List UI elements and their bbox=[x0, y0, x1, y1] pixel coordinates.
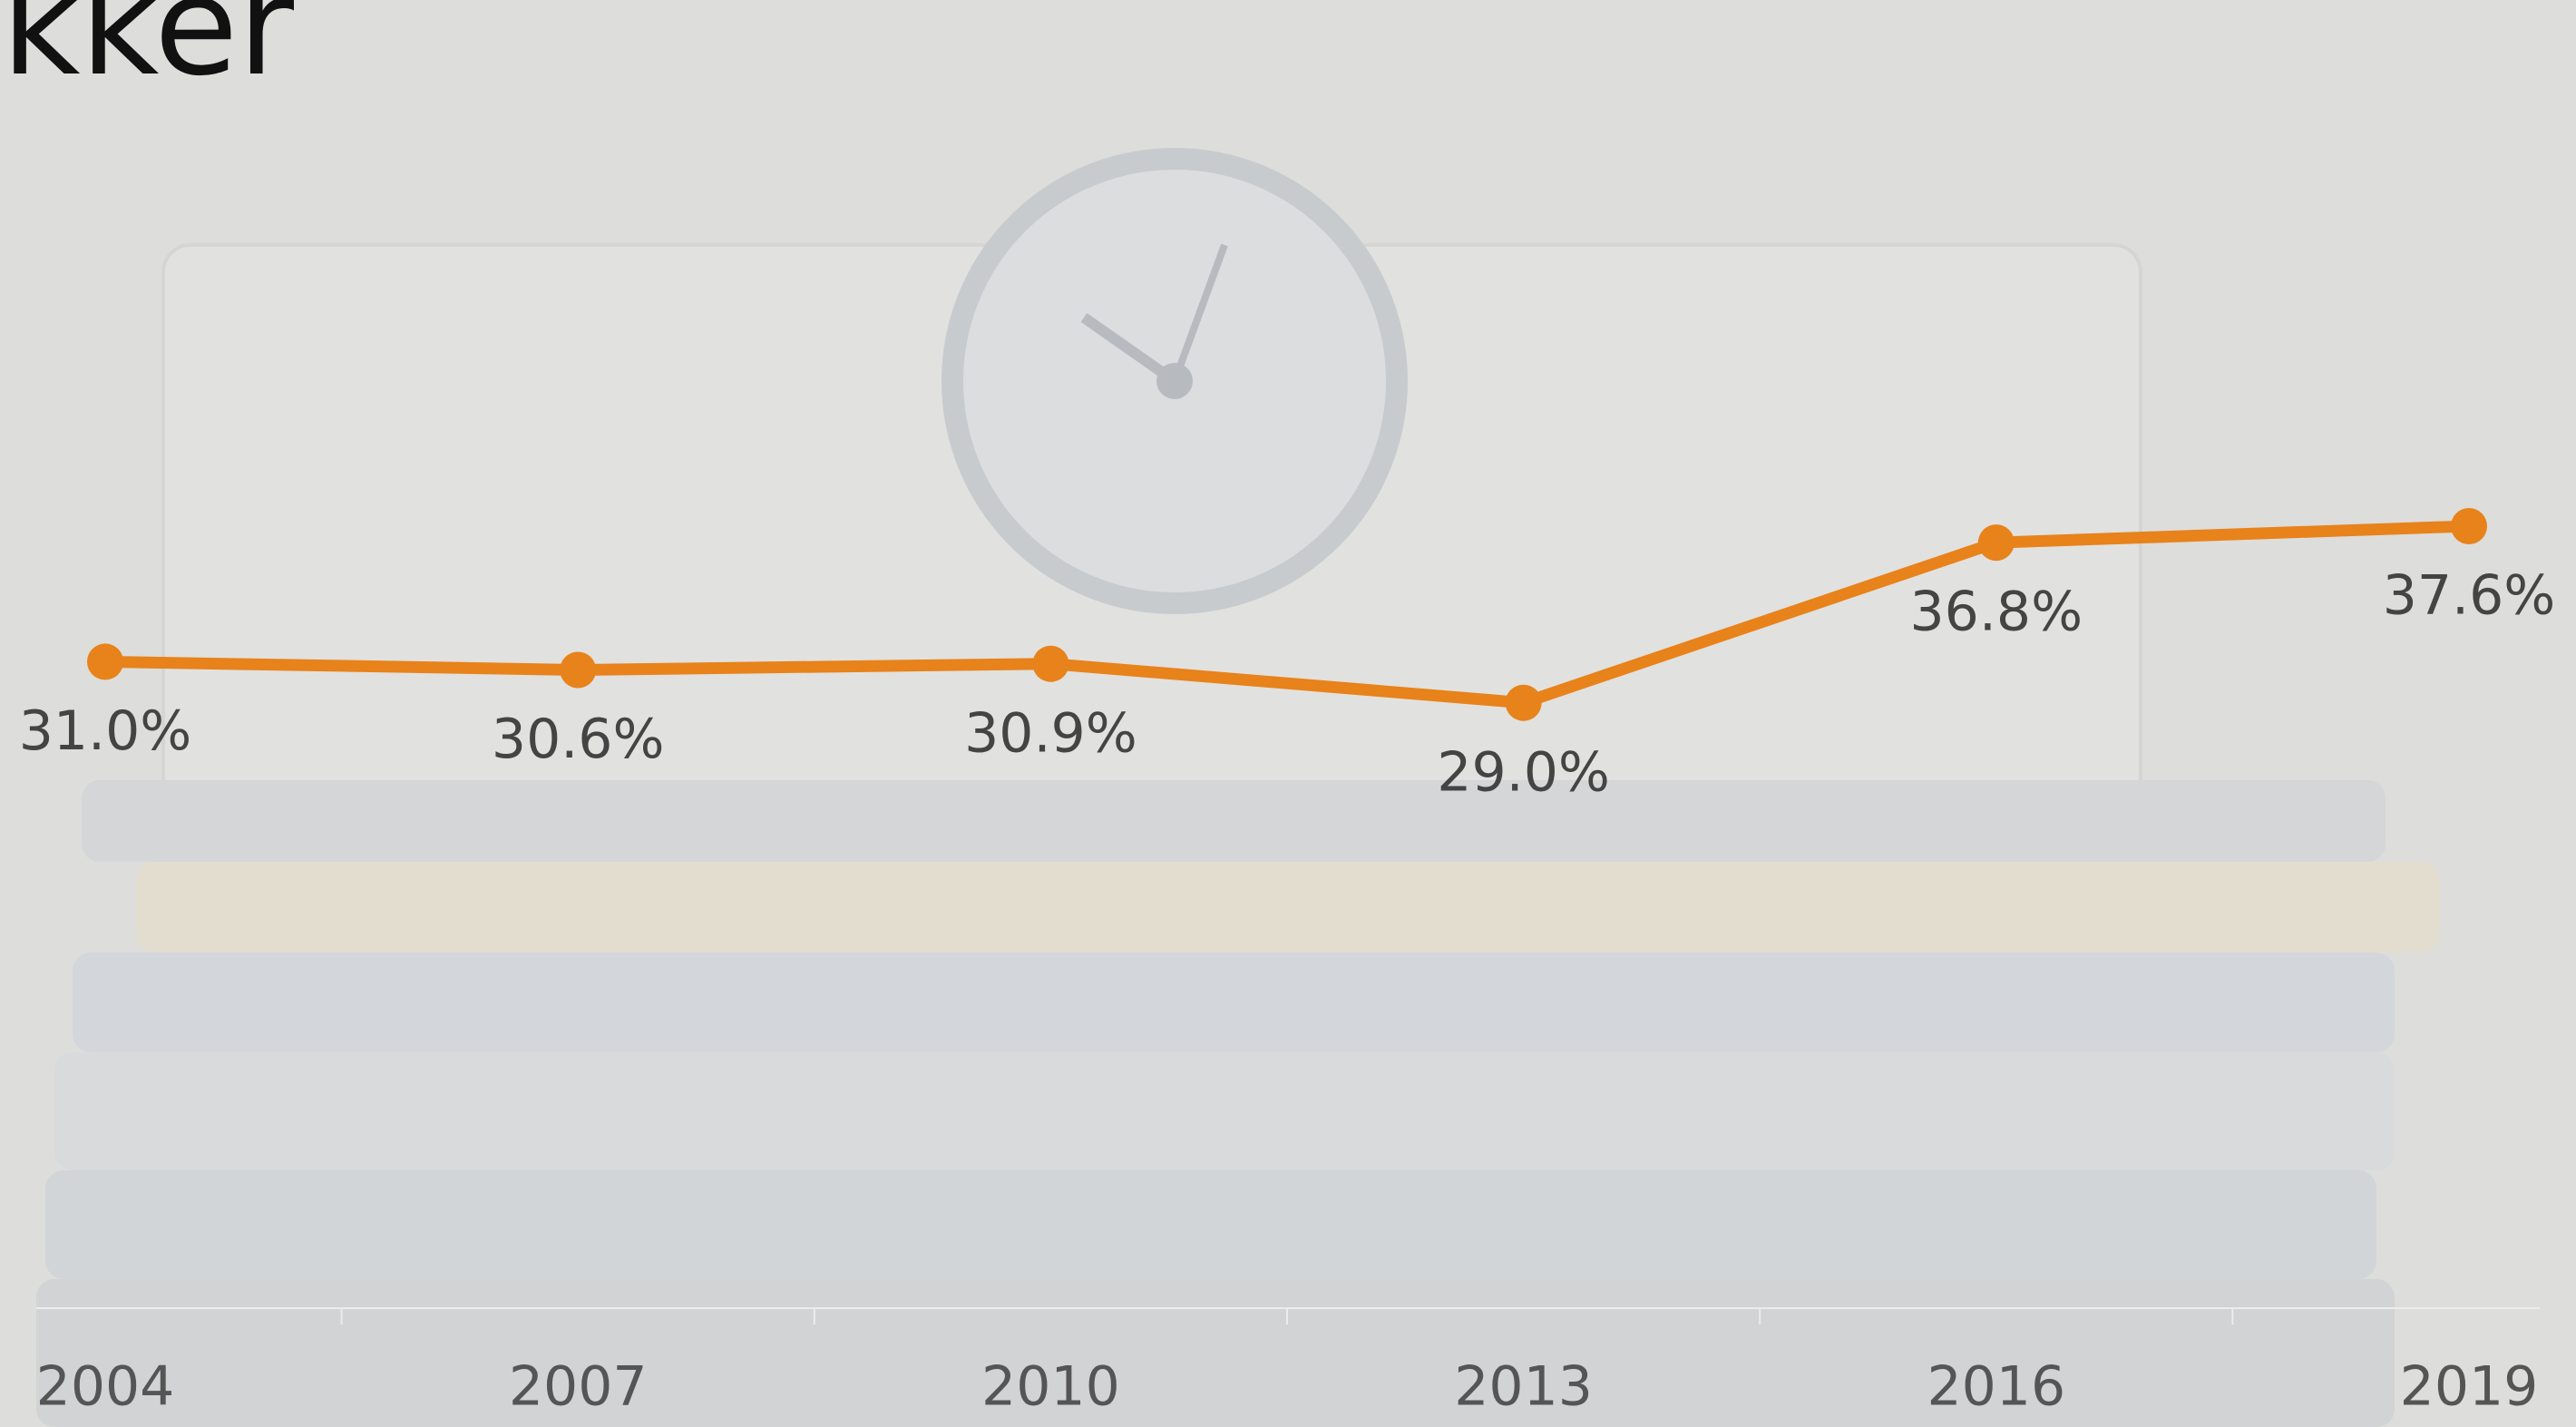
point bbox=[560, 651, 596, 688]
background-photo bbox=[0, 0, 2576, 1427]
point bbox=[2451, 508, 2487, 544]
page: {"chart_data": {"type": "line", "title":… bbox=[0, 0, 2576, 1427]
point bbox=[1506, 685, 1542, 721]
point bbox=[1978, 524, 2015, 561]
chart: ikker 2004 2007 2010 2013 2016 2019 31.0% 30.6%… bbox=[0, 0, 2576, 1427]
data-label: 36.8% bbox=[1909, 581, 2083, 644]
x-tick-label: 2013 bbox=[1454, 1355, 1593, 1419]
x-tick-label: 2004 bbox=[36, 1355, 175, 1419]
chart-title: ikker bbox=[0, 0, 294, 106]
x-tick-label: 2007 bbox=[509, 1355, 648, 1419]
point bbox=[1032, 646, 1068, 682]
data-label: 31.0% bbox=[19, 699, 192, 763]
x-tick-label: 2019 bbox=[2400, 1355, 2539, 1419]
x-tick-label: 2010 bbox=[981, 1355, 1120, 1419]
point bbox=[87, 643, 123, 679]
data-label: 30.9% bbox=[964, 701, 1137, 765]
data-label: 37.6% bbox=[2383, 564, 2556, 628]
data-label: 29.0% bbox=[1437, 740, 1610, 804]
x-tick-label: 2016 bbox=[1927, 1355, 2065, 1419]
data-label: 30.6% bbox=[492, 708, 665, 771]
